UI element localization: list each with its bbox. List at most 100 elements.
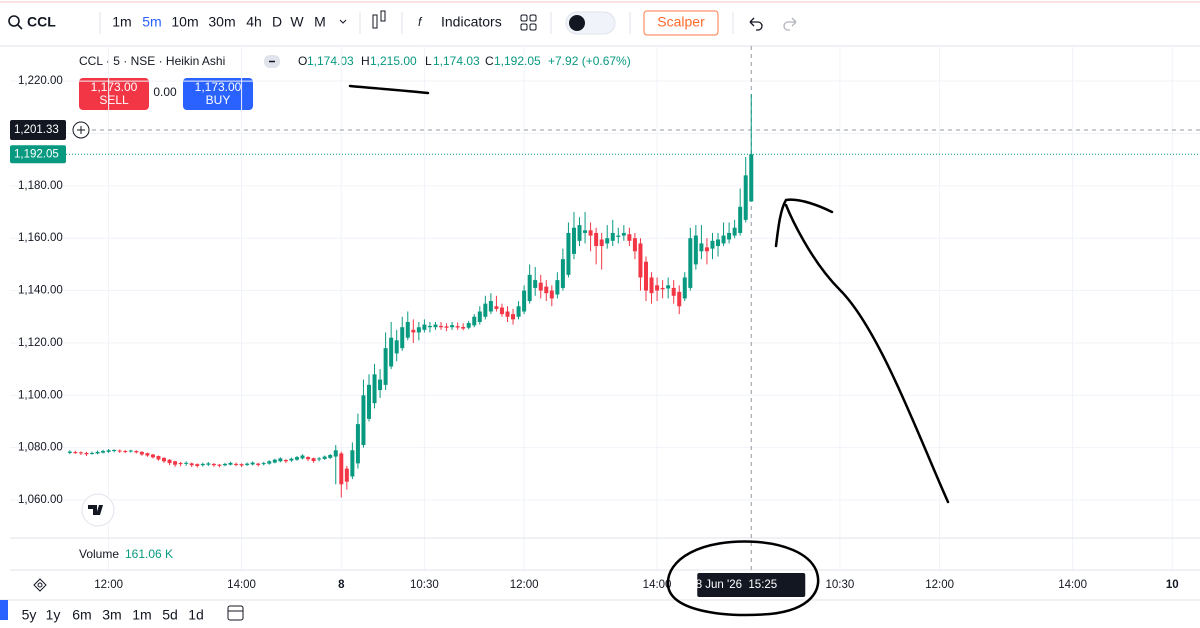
search[interactable]: CCL: [8, 14, 56, 30]
candle-body: [632, 238, 637, 252]
candle-body: [416, 327, 421, 333]
candle-body: [162, 457, 167, 462]
chart-type-button[interactable]: [372, 10, 386, 29]
sell-box: [79, 78, 149, 110]
interval-button[interactable]: 4h: [246, 14, 262, 30]
interval-button[interactable]: 5m: [142, 14, 161, 30]
crosshair-time-box: [697, 573, 806, 597]
candle-body: [117, 450, 122, 452]
range-button[interactable]: 5y: [22, 607, 37, 623]
candle-body: [522, 290, 527, 312]
x-tick-label: 14:00: [1058, 579, 1087, 591]
candle-body: [300, 455, 305, 459]
candle-body: [483, 303, 488, 317]
candle-body: [732, 227, 737, 236]
template-button[interactable]: Scalper: [643, 10, 719, 36]
candle-body: [405, 321, 410, 338]
candle-body: [134, 451, 139, 453]
candle-body: [699, 243, 704, 252]
more-icon[interactable]: [339, 19, 347, 24]
candle-body: [67, 451, 72, 453]
range-button[interactable]: 1d: [188, 607, 204, 623]
candle-body: [106, 450, 111, 452]
candle-body: [716, 239, 721, 247]
candle-body: [272, 459, 277, 463]
layouts-button[interactable]: [520, 14, 537, 31]
candle-body: [278, 458, 283, 462]
candle-body: [583, 230, 588, 233]
candle-body: [727, 232, 732, 240]
y-tick-label: 1,180.00: [18, 180, 63, 192]
candle-body: [294, 457, 299, 460]
undo-button[interactable]: [749, 17, 763, 31]
candle-body: [477, 311, 482, 322]
range-button[interactable]: 3m: [102, 607, 121, 623]
candle-body: [173, 461, 178, 465]
y-tick-label: 1,100.00: [18, 389, 63, 401]
buy-price: 1,173.00: [195, 80, 242, 94]
date-range-button[interactable]: [227, 605, 244, 621]
interval-button[interactable]: 30m: [208, 14, 235, 30]
candle-body: [73, 452, 78, 454]
candle-body: [560, 259, 565, 288]
sell-button[interactable]: 1,173.00 SELL: [79, 78, 149, 110]
candle-body: [84, 452, 89, 455]
candle-body: [671, 287, 676, 296]
annotations: [348, 84, 950, 617]
candle-body: [605, 238, 610, 244]
side-toggle[interactable]: [0, 600, 8, 620]
interval-button[interactable]: W: [290, 14, 304, 30]
settings-button[interactable]: [33, 578, 47, 592]
interval-button[interactable]: 1m: [112, 14, 131, 30]
candle-body: [494, 306, 499, 309]
interval-button[interactable]: 10m: [171, 14, 198, 30]
candle-icon: [380, 10, 386, 22]
range-button[interactable]: 1m: [132, 607, 151, 623]
buy-button[interactable]: 1,173.00 BUY: [183, 78, 253, 110]
x-tick-label: 10:30: [826, 579, 855, 591]
candle-body: [544, 286, 549, 294]
interval-button[interactable]: M: [314, 14, 326, 30]
indicators-button[interactable]: f Indicators: [418, 14, 502, 30]
x-tick-label: 8: [338, 579, 345, 591]
y-tick-label: 1,060.00: [18, 494, 63, 506]
candle-body: [588, 230, 593, 236]
candle-body: [721, 235, 726, 244]
chart-title: CCL · 5 · NSE · Heikin Ashi: [79, 54, 225, 68]
candle-body: [577, 225, 582, 241]
range-button[interactable]: 5d: [162, 607, 178, 623]
range-button[interactable]: 6m: [72, 607, 91, 623]
candle-body: [222, 463, 227, 466]
redo-button[interactable]: [783, 17, 797, 31]
candle-body: [239, 464, 244, 466]
candle-body: [461, 326, 466, 329]
candle-body: [361, 395, 366, 446]
candle-body: [749, 154, 754, 202]
y-tick-label: 1,160.00: [18, 232, 63, 244]
legend-low: 1,174.03: [433, 54, 480, 68]
range-button[interactable]: 1y: [46, 607, 61, 623]
candle-body: [472, 316, 477, 326]
add-alert-icon: [77, 125, 85, 134]
template-box: [643, 10, 719, 36]
candle-body: [189, 463, 194, 466]
candle-body: [555, 280, 560, 295]
candle-body: [128, 450, 133, 452]
legend-close: 1,192.05: [494, 54, 541, 68]
candle-body: [643, 261, 648, 291]
candle-body: [200, 463, 205, 466]
candle-body: [328, 454, 333, 458]
candle-body: [704, 247, 709, 252]
candle-body: [394, 340, 399, 354]
calendar-icon: [227, 605, 244, 621]
candle-body: [389, 337, 394, 367]
last-price-label: 1,192.05: [14, 148, 59, 160]
buy-label: BUY: [206, 93, 231, 107]
volume-value: 161.06 K: [125, 547, 173, 561]
interval-button[interactable]: D: [272, 14, 282, 30]
legend-change: +7.92 (+0.67%): [548, 54, 631, 68]
y-tick-label: 1,080.00: [18, 442, 63, 454]
legend-open-label: O: [298, 54, 307, 68]
candle-body: [427, 325, 432, 328]
candle-body: [317, 458, 322, 460]
